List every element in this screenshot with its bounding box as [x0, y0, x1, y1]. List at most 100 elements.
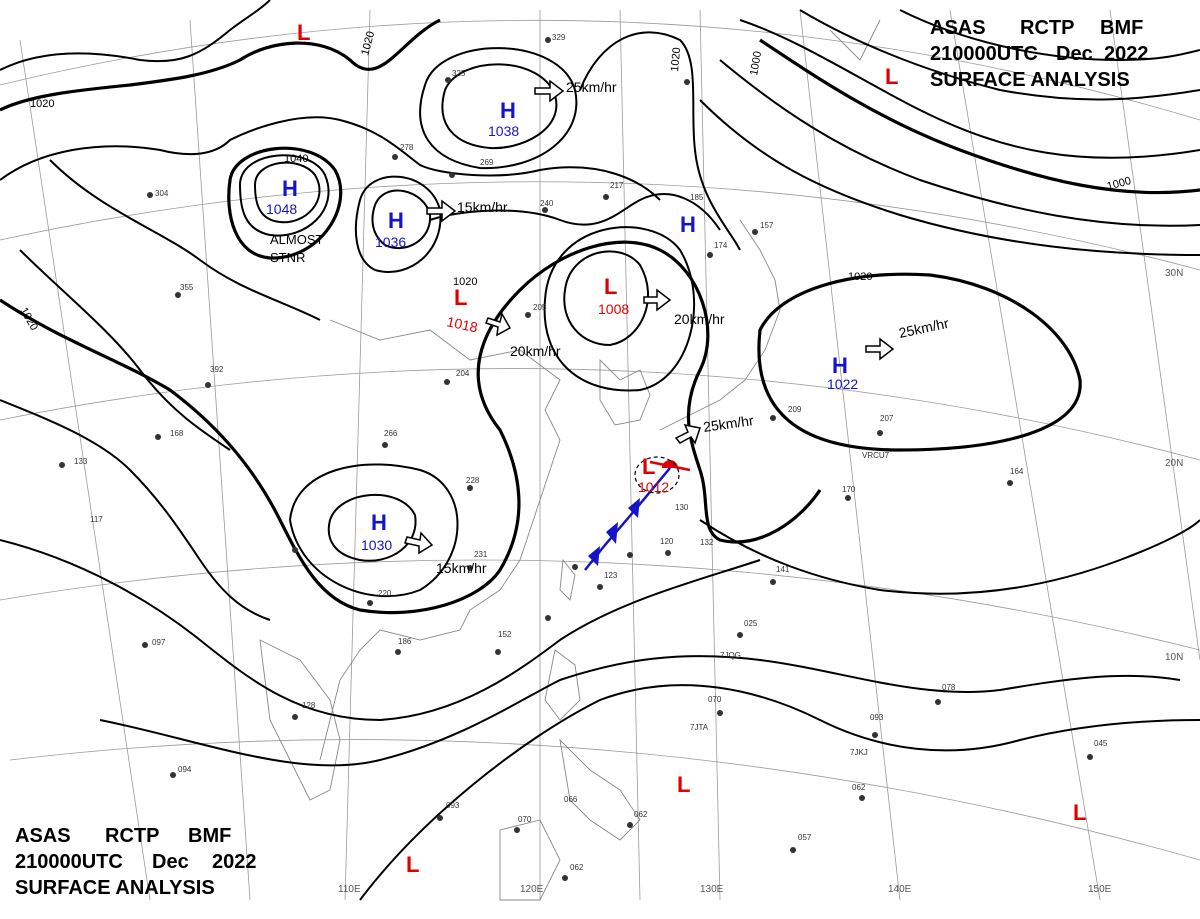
low-dashed-circle	[634, 456, 680, 494]
lat-label: 10N	[1165, 652, 1183, 663]
coast-china	[319, 319, 561, 761]
isobar-1012-south	[99, 655, 1181, 767]
station-value: 093	[870, 713, 884, 722]
station-dot	[382, 442, 388, 448]
station-dot	[59, 462, 65, 468]
station-dot	[627, 552, 633, 558]
header-month: Dec	[152, 851, 189, 873]
station-dot	[444, 379, 450, 385]
station-value: 204	[456, 369, 470, 378]
ship-ids: VRCU7 7JQG 7JTA 7JKJ	[690, 451, 890, 757]
isobar-1038-ring	[441, 63, 558, 150]
isobar-1020-north	[0, 18, 441, 112]
motion-arrow-icon	[643, 288, 672, 312]
coast-japan	[659, 219, 781, 431]
station-value: 228	[466, 476, 480, 485]
station-value: 062	[570, 863, 584, 872]
isobar-1036-closed	[371, 189, 432, 250]
high-pressure-value: 1030	[361, 537, 392, 553]
station-value: 123	[604, 571, 618, 580]
station-value: 117	[90, 515, 103, 524]
ship-id: 7JKJ	[850, 748, 868, 757]
station-dot	[445, 77, 451, 83]
fronts	[584, 456, 691, 571]
low-pressure-symbol: L	[297, 20, 310, 45]
parallel-30n	[0, 181, 1200, 271]
station-dot	[525, 312, 531, 318]
chart-header-top: ASAS RCTP BMF 210000UTC Dec 2022 SURFACE…	[930, 17, 1149, 91]
isobar-1020-nw	[49, 159, 321, 321]
station-dot	[790, 847, 796, 853]
station-dot	[170, 772, 176, 778]
station-value: 078	[942, 683, 956, 692]
lon-label: 120E	[520, 884, 544, 895]
isobar-label: 1020	[453, 276, 477, 288]
meridian-150e	[949, 9, 1101, 901]
coast-kamchatka	[829, 19, 881, 61]
isobar-1000-b	[759, 38, 1200, 195]
meridian-110e	[344, 9, 371, 901]
high-pressure-value: 1048	[266, 201, 297, 217]
station-value: 093	[446, 801, 460, 810]
station-dot	[572, 564, 578, 570]
station-dot	[770, 415, 776, 421]
high-pressure-value: 1022	[827, 376, 858, 392]
station-value: 269	[480, 158, 494, 167]
parallel-10n	[0, 559, 1200, 651]
motion-arrow-icon	[534, 79, 565, 103]
station-dot	[449, 172, 455, 178]
ship-id: 7JQG	[720, 651, 741, 660]
motion-arrows	[404, 79, 895, 555]
low-pressure-symbol: L	[406, 852, 419, 877]
station-dot	[395, 649, 401, 655]
ship-id: 7JTA	[690, 723, 709, 732]
low-pressure-symbol: L	[454, 285, 467, 310]
low-pressure-value: 1018	[445, 313, 479, 335]
station-dot	[155, 434, 161, 440]
station-dot	[142, 642, 148, 648]
station-dot	[684, 79, 690, 85]
low-pressure-symbol: L	[1073, 800, 1086, 825]
station-value: 025	[744, 619, 758, 628]
high-pressure-value: 1038	[488, 123, 519, 139]
station-value: 164	[1010, 467, 1024, 476]
station-dot	[392, 154, 398, 160]
meridian-130e	[699, 9, 721, 901]
isobar-1016-east	[699, 519, 1200, 595]
isobar-1028-west	[19, 249, 231, 451]
station-dot	[205, 382, 211, 388]
coast-taiwan	[559, 558, 576, 601]
ship-id: VRCU7	[862, 451, 890, 460]
isobar-1008	[699, 99, 1200, 256]
isobar-1020-japan	[757, 272, 1082, 452]
station-value: 097	[152, 638, 166, 647]
station-value: 157	[760, 221, 774, 230]
station-value: 207	[880, 414, 894, 423]
station-dot	[1007, 480, 1013, 486]
station-value: 220	[378, 589, 392, 598]
isobar-1036-north	[419, 47, 578, 170]
motion-speed-label: 15km/hr	[436, 560, 487, 576]
isobar-1024-west	[0, 399, 271, 621]
station-value: 168	[170, 429, 184, 438]
station-value: 304	[155, 189, 169, 198]
station-value: 266	[384, 429, 398, 438]
coastlines	[259, 19, 881, 901]
high-pressure-symbol: H	[282, 176, 298, 201]
motion-arrow-icon	[865, 337, 895, 361]
meridian-140e	[799, 9, 901, 901]
station-value: 278	[400, 143, 414, 152]
warm-front-bump	[662, 460, 678, 468]
station-value: 240	[540, 199, 554, 208]
station-dot	[147, 192, 153, 198]
station-dot	[1087, 754, 1093, 760]
station-value: 141	[776, 565, 790, 574]
station-value: 185	[690, 193, 704, 202]
station-dot	[859, 795, 865, 801]
station-dot	[627, 822, 633, 828]
low-pressure-value: 1012	[638, 479, 669, 495]
meridian-125e	[619, 9, 641, 901]
station-value: 217	[610, 181, 624, 190]
low-pressure-symbol: L	[642, 454, 655, 479]
station-dot	[292, 547, 298, 553]
